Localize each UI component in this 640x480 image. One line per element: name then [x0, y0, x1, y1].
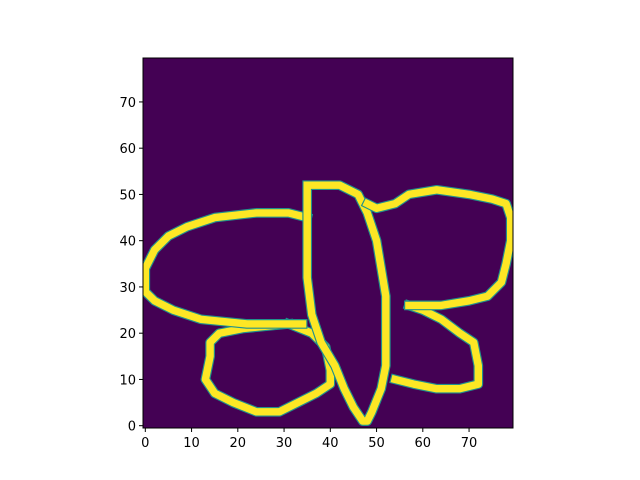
- y-tick-label: 10: [119, 373, 136, 388]
- x-tick-label: 70: [461, 436, 478, 451]
- x-tick-label: 20: [230, 436, 247, 451]
- x-axis: 0 10 20 30 40 50 60 70: [141, 428, 477, 451]
- x-tick-label: 0: [141, 436, 149, 451]
- y-tick-label: 0: [128, 420, 136, 435]
- y-tick-label: 70: [119, 96, 136, 111]
- stroke-center-petal: [303, 181, 390, 425]
- x-tick-label: 30: [276, 436, 293, 451]
- y-tick-label: 40: [119, 235, 136, 250]
- stroke-right-petal: [362, 186, 513, 310]
- y-tick-label: 30: [119, 281, 136, 296]
- heatmap-strokes: [143, 180, 513, 426]
- x-tick-label: 60: [415, 436, 432, 451]
- plot-frame: [142, 57, 514, 429]
- x-tick-label: 50: [368, 436, 385, 451]
- y-axis: 0 10 20 30 40 50 60 70: [119, 96, 143, 435]
- stroke-left-petal: [143, 209, 312, 328]
- y-tick-label: 20: [119, 327, 136, 342]
- x-tick-label: 40: [322, 436, 339, 451]
- stroke-upper-right-petal: [390, 300, 482, 393]
- x-tick-label: 10: [183, 436, 200, 451]
- y-tick-label: 60: [119, 142, 136, 157]
- y-tick-label: 50: [119, 188, 136, 203]
